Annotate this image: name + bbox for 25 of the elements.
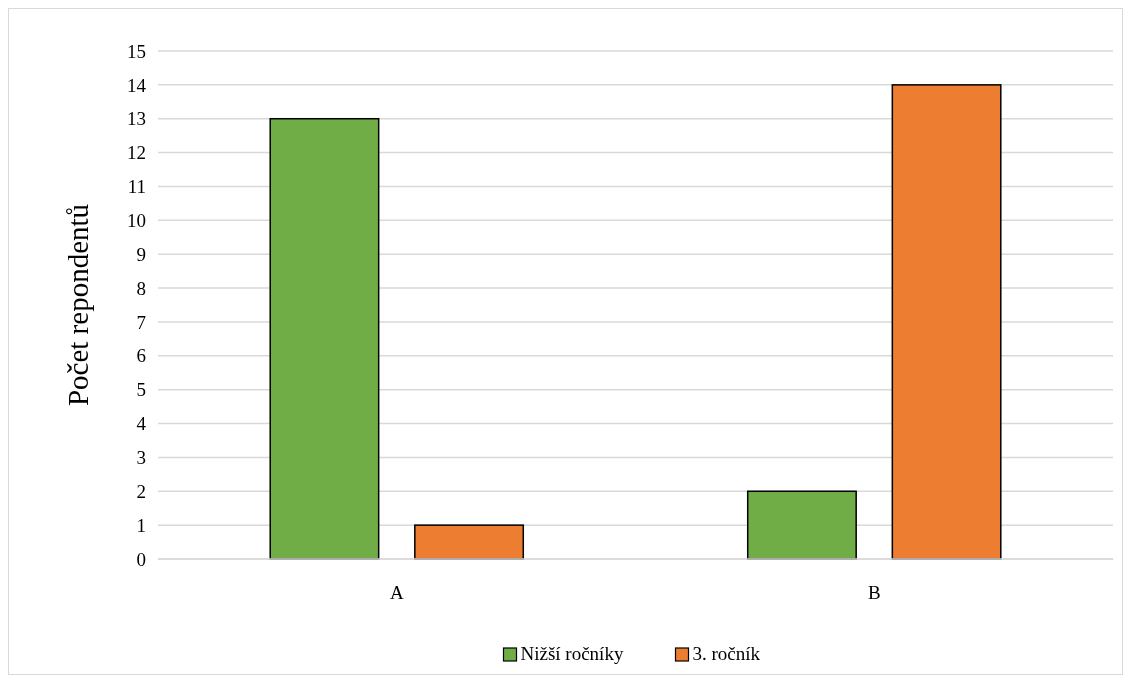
legend-label: Nižší ročníky xyxy=(520,643,624,664)
y-tick-label: 0 xyxy=(136,548,146,570)
y-tick-label: 2 xyxy=(136,480,146,502)
bar xyxy=(269,117,380,560)
y-tick-label: 7 xyxy=(136,311,146,333)
legend-label: 3. ročník xyxy=(692,643,761,664)
y-tick-label: 10 xyxy=(127,209,146,231)
bar xyxy=(414,524,525,560)
y-tick-label: 1 xyxy=(136,514,146,536)
y-tick-label: 9 xyxy=(136,243,146,265)
y-tick-label: 11 xyxy=(127,176,146,198)
x-tick-label: B xyxy=(867,582,881,603)
y-axis-title: Počet repondentů xyxy=(62,203,94,407)
x-tick-label: A xyxy=(389,582,404,603)
y-tick-label: 12 xyxy=(127,142,146,164)
bar xyxy=(891,84,1002,560)
y-tick-label: 5 xyxy=(136,379,146,401)
y-tick-label: 8 xyxy=(136,277,146,299)
y-tick-label: 13 xyxy=(127,108,146,130)
y-tick-label: 14 xyxy=(127,74,147,96)
y-tick-label: 15 xyxy=(127,40,146,62)
y-tick-label: 3 xyxy=(136,447,146,469)
y-tick-label: 6 xyxy=(136,345,146,367)
y-tick-label: 4 xyxy=(136,413,147,435)
bar xyxy=(746,490,857,560)
